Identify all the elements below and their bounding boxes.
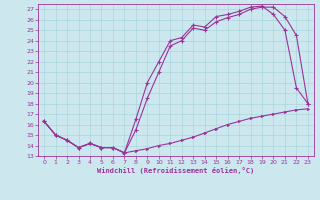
X-axis label: Windchill (Refroidissement éolien,°C): Windchill (Refroidissement éolien,°C) (97, 167, 255, 174)
